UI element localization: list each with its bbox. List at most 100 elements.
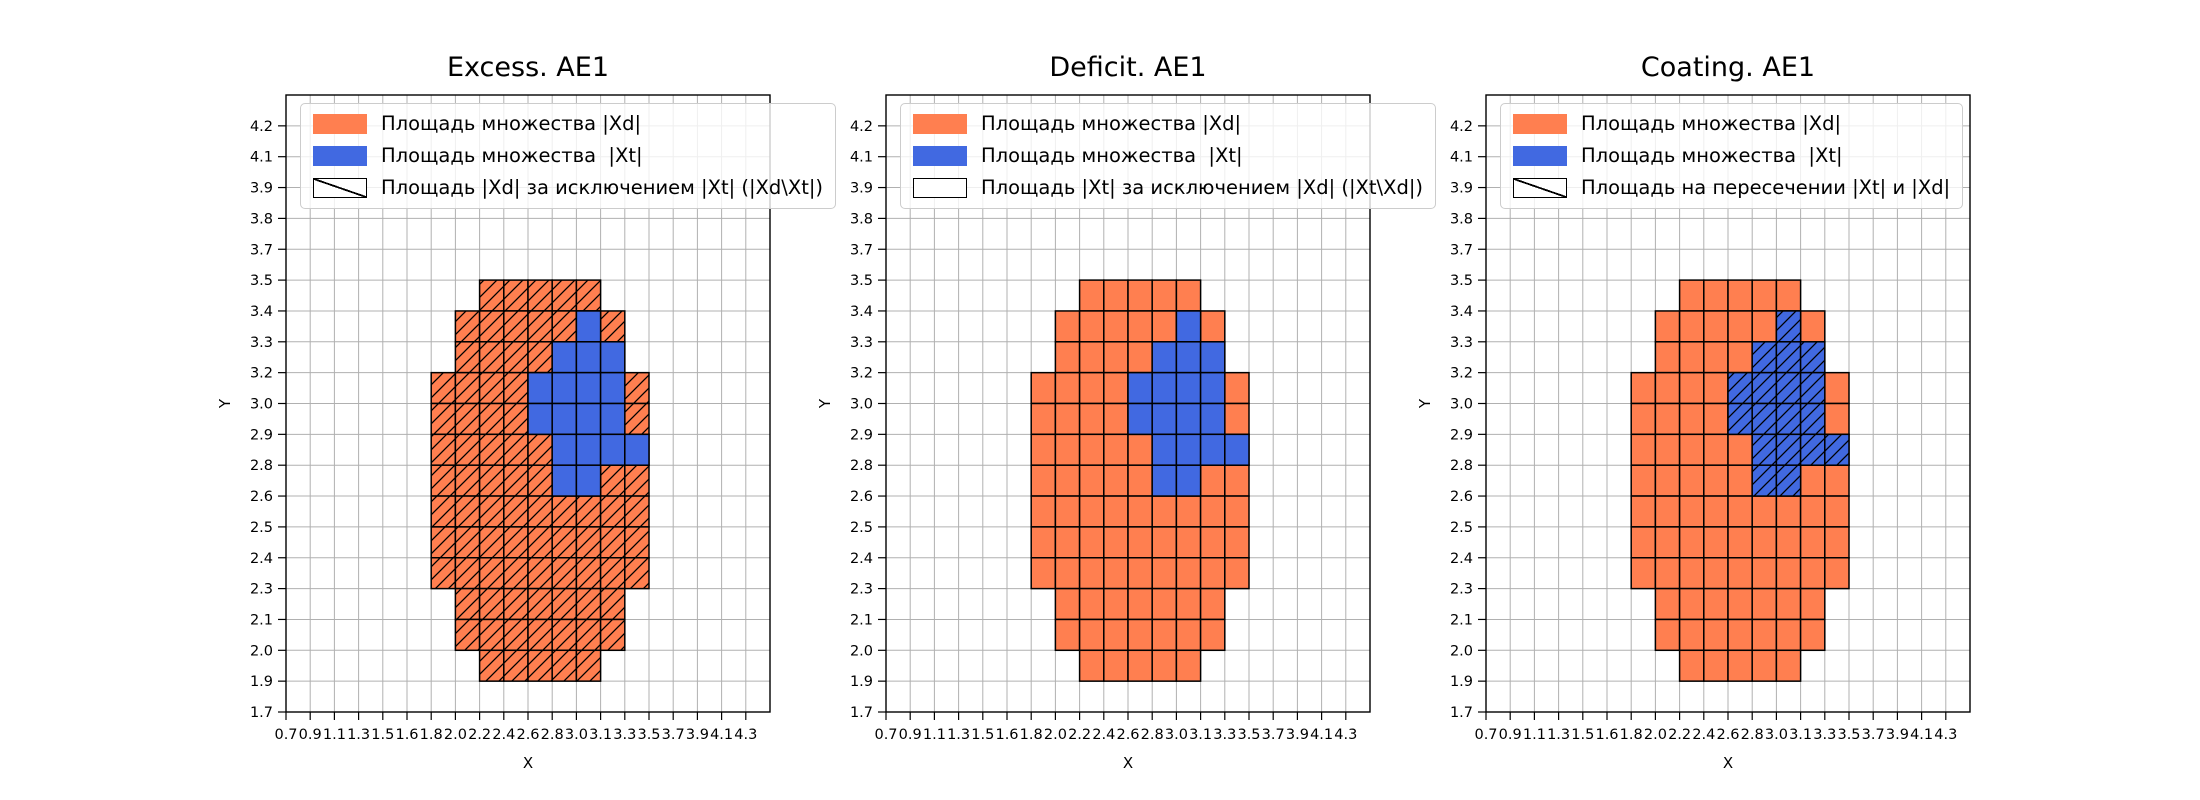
svg-text:3.0: 3.0 <box>1450 397 1473 413</box>
svg-text:1.8: 1.8 <box>420 727 443 743</box>
svg-text:2.4: 2.4 <box>1450 551 1473 567</box>
svg-text:3.3: 3.3 <box>1813 727 1836 743</box>
svg-text:1.6: 1.6 <box>995 727 1018 743</box>
svg-text:3.9: 3.9 <box>686 727 709 743</box>
svg-text:3.3: 3.3 <box>250 335 273 351</box>
legend-label: Площадь множества |Xd| <box>981 112 1242 135</box>
svg-text:1.3: 1.3 <box>1547 727 1570 743</box>
svg-text:3.0: 3.0 <box>565 727 588 743</box>
svg-text:1.8: 1.8 <box>1020 727 1043 743</box>
svg-text:3.9: 3.9 <box>1286 727 1309 743</box>
axes-area-excess: 0.7 0.9 1.1 1.3 1.5 1.6 1.8 2.0 2.2 2.4 2.6 2.8 3.0 3… <box>216 94 771 772</box>
svg-text:2.4: 2.4 <box>1692 727 1715 743</box>
svg-text:2.6: 2.6 <box>1116 727 1139 743</box>
svg-text:4.1: 4.1 <box>710 727 733 743</box>
svg-text:0.9: 0.9 <box>299 727 322 743</box>
svg-text:2.5: 2.5 <box>1450 520 1473 536</box>
subplot-deficit: Deficit. AE1 0.7 0.9 1.1 1.3 1.5 1.6 1.8 2.0 2.2… <box>816 40 1437 785</box>
svg-text:0.9: 0.9 <box>899 727 922 743</box>
x-axis-label: X <box>1123 754 1133 772</box>
legend-label: Площадь |Xt| за исключением |Xd| (|Xt\Xd… <box>981 176 1424 199</box>
svg-text:2.0: 2.0 <box>850 643 873 659</box>
legend-swatch-hatch <box>1513 178 1567 198</box>
svg-text:3.0: 3.0 <box>1765 727 1788 743</box>
axis-ticks-and-labels: 0.7 0.9 1.1 1.3 1.5 1.6 1.8 2.0 2.2 2.4 2.6 2.8 3.0 3… <box>816 119 1357 772</box>
svg-text:3.7: 3.7 <box>850 242 873 258</box>
svg-text:2.9: 2.9 <box>850 427 873 443</box>
svg-text:2.0: 2.0 <box>1644 727 1667 743</box>
svg-text:1.9: 1.9 <box>1450 674 1473 690</box>
legend-label: Площадь множества |Xt| <box>981 144 1243 167</box>
svg-text:1.9: 1.9 <box>250 674 273 690</box>
svg-text:4.1: 4.1 <box>1310 727 1333 743</box>
svg-text:1.7: 1.7 <box>250 705 273 721</box>
svg-text:4.2: 4.2 <box>850 119 873 135</box>
legend-swatch-hatch <box>313 178 367 198</box>
legend-swatch-xd <box>313 114 367 134</box>
svg-text:2.9: 2.9 <box>250 427 273 443</box>
svg-text:2.6: 2.6 <box>516 727 539 743</box>
legend-label: Площадь множества |Xd| <box>381 112 642 135</box>
svg-text:3.1: 3.1 <box>589 727 612 743</box>
svg-text:3.5: 3.5 <box>250 273 273 289</box>
legend-row: Площадь множества |Xd| <box>1513 114 1950 134</box>
legend-label: Площадь |Xd| за исключением |Xt| (|Xd\Xt… <box>381 176 824 199</box>
hatch-overlay <box>1728 310 1849 497</box>
svg-text:2.3: 2.3 <box>250 582 273 598</box>
plot-title: Coating. AE1 <box>1640 52 1816 83</box>
svg-text:1.1: 1.1 <box>323 727 346 743</box>
subplot-excess: Excess. AE1 0.7 0.9 1.1 1.3 1.5 1.6 1.8 2.0 2.2 2… <box>216 40 837 785</box>
axis-ticks-and-labels: 0.7 0.9 1.1 1.3 1.5 1.6 1.8 2.0 2.2 2.4 2.6 2.8 3.0 3… <box>216 119 757 772</box>
svg-text:3.4: 3.4 <box>250 304 273 320</box>
svg-text:2.5: 2.5 <box>850 520 873 536</box>
svg-text:2.0: 2.0 <box>444 727 467 743</box>
svg-text:3.0: 3.0 <box>250 397 273 413</box>
legend-row: Площадь множества |Xt| <box>1513 146 1950 166</box>
y-axis-label: Y <box>216 398 234 409</box>
svg-text:1.5: 1.5 <box>1571 727 1594 743</box>
legend-label: Площадь множества |Xt| <box>381 144 643 167</box>
svg-text:3.3: 3.3 <box>1213 727 1236 743</box>
svg-text:2.6: 2.6 <box>1716 727 1739 743</box>
xt-cells <box>1127 310 1250 497</box>
xd-cells <box>1630 279 1850 682</box>
svg-text:2.4: 2.4 <box>250 551 273 567</box>
svg-text:4.1: 4.1 <box>250 150 273 166</box>
xt-cells <box>527 310 650 497</box>
svg-text:2.6: 2.6 <box>250 489 273 505</box>
svg-text:2.8: 2.8 <box>1141 727 1164 743</box>
svg-text:1.7: 1.7 <box>850 705 873 721</box>
svg-text:2.0: 2.0 <box>1044 727 1067 743</box>
xd-cells <box>1030 279 1250 682</box>
legend-label: Площадь множества |Xt| <box>1581 144 1843 167</box>
svg-text:4.1: 4.1 <box>1450 150 1473 166</box>
svg-text:3.0: 3.0 <box>850 397 873 413</box>
svg-text:2.2: 2.2 <box>1068 727 1091 743</box>
svg-text:3.4: 3.4 <box>1450 304 1473 320</box>
legend-row: Площадь множества |Xt| <box>313 146 823 166</box>
svg-text:4.3: 4.3 <box>1934 727 1957 743</box>
svg-text:1.6: 1.6 <box>1595 727 1618 743</box>
svg-text:3.5: 3.5 <box>1837 727 1860 743</box>
svg-text:3.0: 3.0 <box>1165 727 1188 743</box>
legend-swatch-xd <box>913 114 967 134</box>
x-axis-label: X <box>523 754 533 772</box>
legend-row: Площадь множества |Xd| <box>313 114 823 134</box>
legend-row: Площадь множества |Xt| <box>913 146 1423 166</box>
svg-text:3.9: 3.9 <box>1450 181 1473 197</box>
svg-text:2.9: 2.9 <box>1450 427 1473 443</box>
svg-text:1.3: 1.3 <box>347 727 370 743</box>
axis-ticks-and-labels: 0.7 0.9 1.1 1.3 1.5 1.6 1.8 2.0 2.2 2.4 2.6 2.8 3.0 3… <box>1416 119 1957 772</box>
svg-text:2.6: 2.6 <box>850 489 873 505</box>
legend: Площадь множества |Xd| Площадь множества… <box>300 103 837 209</box>
svg-text:3.7: 3.7 <box>1862 727 1885 743</box>
axes-area-deficit: 0.7 0.9 1.1 1.3 1.5 1.6 1.8 2.0 2.2 2.4 2.6 2.8 3.0 3… <box>816 94 1371 772</box>
legend-label: Площадь на пересечении |Xt| и |Xd| <box>1581 176 1951 199</box>
svg-text:3.9: 3.9 <box>850 181 873 197</box>
svg-text:3.5: 3.5 <box>637 727 660 743</box>
svg-text:3.3: 3.3 <box>1450 335 1473 351</box>
svg-text:2.2: 2.2 <box>1668 727 1691 743</box>
svg-text:3.7: 3.7 <box>662 727 685 743</box>
svg-text:3.1: 3.1 <box>1189 727 1212 743</box>
